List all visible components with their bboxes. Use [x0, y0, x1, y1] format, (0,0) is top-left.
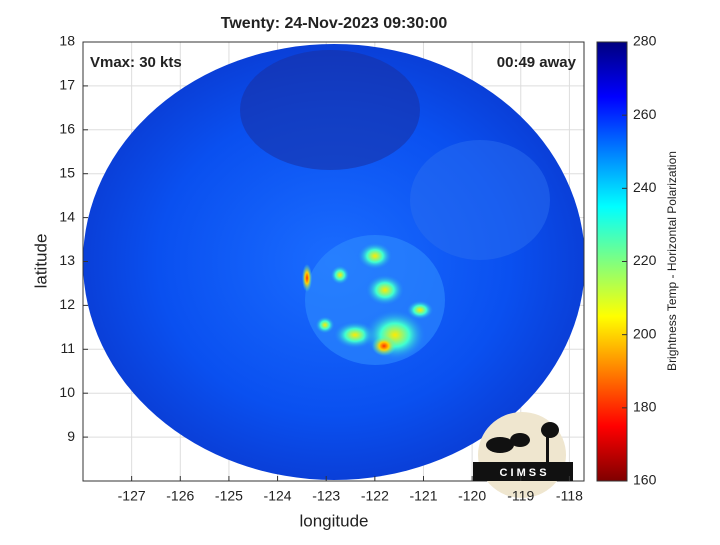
convection: [365, 274, 405, 306]
x-tick-label: -119: [507, 488, 534, 504]
dark-region: [240, 50, 420, 170]
convection: [302, 264, 312, 292]
colorbar-tick-label: 260: [633, 106, 657, 122]
x-tick-label: -126: [166, 488, 194, 504]
colorbar-tick-label: 280: [633, 33, 657, 49]
colorbar-tick-label: 240: [633, 179, 657, 195]
x-tick-label: -122: [361, 488, 389, 504]
y-axis-label: latitude: [31, 234, 50, 289]
x-tick-label: -127: [118, 488, 146, 504]
y-tick-label: 9: [67, 428, 75, 444]
x-tick-label: -123: [312, 488, 340, 504]
annotation: Vmax: 30 kts: [90, 54, 182, 71]
y-tick-label: 18: [59, 33, 75, 49]
logo-dish: [510, 433, 530, 447]
x-axis-label: longitude: [299, 511, 368, 530]
logo: C I M S S: [473, 412, 573, 498]
y-tick-label: 11: [60, 340, 75, 356]
x-tick-label: -121: [409, 488, 437, 504]
colorbar-label: Brightness Temp - Horizontal Polarizatio…: [665, 151, 679, 371]
y-tick-label: 17: [59, 77, 75, 93]
x-tick-label: -125: [215, 488, 243, 504]
swath-image: [83, 44, 584, 480]
annotation: 00:49 away: [497, 54, 577, 71]
logo-tower: [541, 422, 559, 438]
logo-band: [473, 462, 573, 481]
region: [410, 140, 550, 260]
convection: [357, 242, 393, 270]
logo-tower: [546, 436, 549, 464]
convection: [406, 300, 434, 320]
y-tick-label: 12: [59, 296, 75, 312]
chart-title: Twenty: 24-Nov-2023 09:30:00: [221, 15, 448, 32]
colorbar-tick-label: 160: [633, 472, 657, 488]
y-tick-label: 16: [59, 121, 75, 137]
y-tick-label: 14: [59, 208, 75, 224]
logo-dish: [486, 437, 514, 453]
y-tick-label: 15: [59, 164, 75, 180]
colorbar-tick-label: 200: [633, 325, 657, 341]
convection: [315, 316, 335, 334]
x-tick-label: -118: [556, 488, 583, 504]
y-tick-label: 13: [59, 252, 75, 268]
convection: [372, 336, 396, 356]
x-tick-label: -124: [264, 488, 292, 504]
x-tick-label: -120: [458, 488, 486, 504]
convection: [330, 265, 350, 285]
colorbar-tick-label: 180: [633, 399, 657, 415]
y-tick-label: 10: [59, 384, 75, 400]
logo-text: C I M S S: [499, 467, 546, 479]
colorbar-tick-label: 220: [633, 252, 657, 268]
